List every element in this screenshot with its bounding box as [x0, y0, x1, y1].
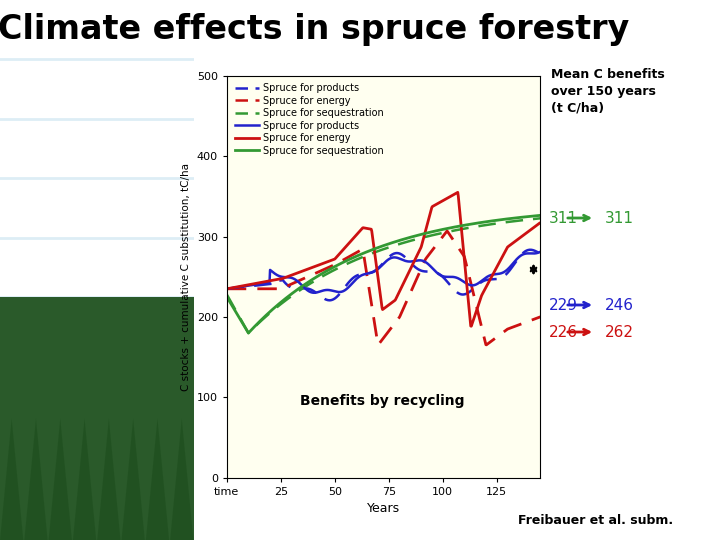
Text: 262: 262: [605, 325, 634, 340]
Polygon shape: [73, 418, 96, 540]
Text: 246: 246: [605, 298, 634, 313]
Text: 311: 311: [549, 211, 577, 226]
Legend: Spruce for products, Spruce for energy, Spruce for sequestration, Spruce for pro: Spruce for products, Spruce for energy, …: [232, 80, 387, 158]
X-axis label: Years: Years: [366, 503, 400, 516]
Polygon shape: [122, 418, 145, 540]
Text: Climate effects in spruce forestry: Climate effects in spruce forestry: [0, 14, 629, 46]
Polygon shape: [24, 418, 48, 540]
Polygon shape: [170, 418, 194, 540]
Text: Mean C benefits
over 150 years
(t C/ha): Mean C benefits over 150 years (t C/ha): [551, 68, 665, 114]
Text: 226: 226: [549, 325, 577, 340]
Text: Freibauer et al. subm.: Freibauer et al. subm.: [518, 514, 673, 526]
Text: 229: 229: [549, 298, 577, 313]
Polygon shape: [97, 418, 120, 540]
Text: Benefits by recycling: Benefits by recycling: [300, 394, 464, 408]
Polygon shape: [0, 418, 23, 540]
Text: 311: 311: [605, 211, 634, 226]
Y-axis label: C stocks + cumulative C substitution, tC/ha: C stocks + cumulative C substitution, tC…: [181, 163, 191, 391]
Polygon shape: [145, 418, 169, 540]
Polygon shape: [49, 418, 72, 540]
